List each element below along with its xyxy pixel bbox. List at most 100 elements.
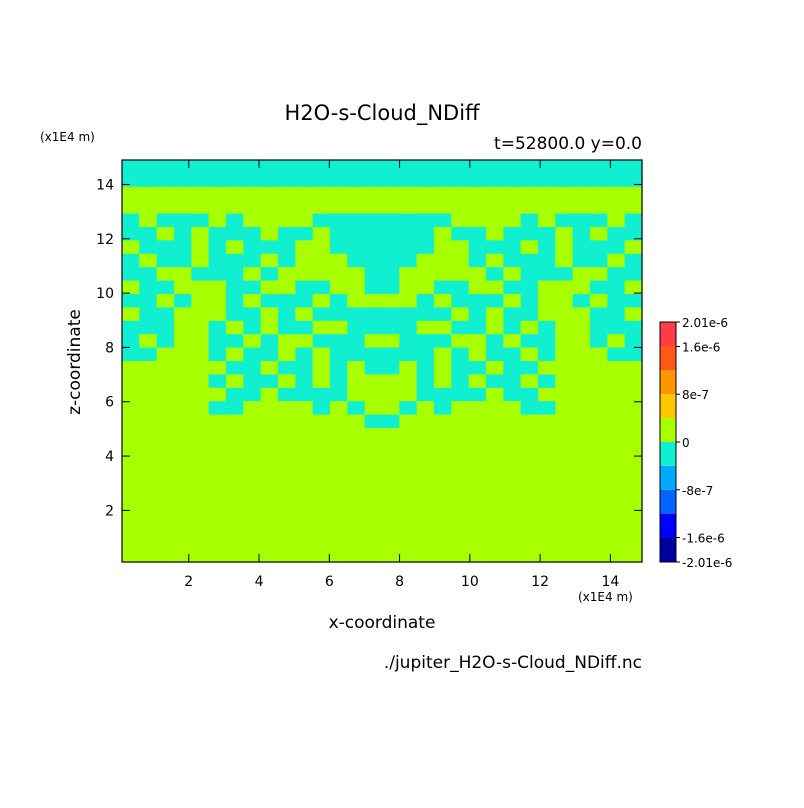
cell <box>139 186 158 201</box>
cell <box>226 240 244 255</box>
cell <box>572 468 591 483</box>
colorbar-band <box>660 513 676 538</box>
cell <box>330 160 348 174</box>
cell <box>243 280 262 295</box>
cell <box>572 361 591 375</box>
cell <box>451 213 470 228</box>
cell <box>503 294 522 308</box>
cell <box>624 294 643 308</box>
cell <box>607 548 626 563</box>
cell <box>260 186 279 201</box>
cell <box>399 334 418 349</box>
cell <box>330 428 348 442</box>
cell <box>520 441 539 456</box>
cell <box>295 508 314 523</box>
cell <box>503 401 522 416</box>
cell <box>156 240 175 255</box>
cell <box>451 334 470 349</box>
cell <box>538 227 556 241</box>
cell <box>191 347 210 362</box>
cell <box>486 468 504 483</box>
cell <box>468 535 487 550</box>
colorbar-band <box>660 418 676 442</box>
cell <box>174 160 192 174</box>
cell <box>555 334 574 349</box>
cell <box>278 227 296 241</box>
cell <box>226 428 244 442</box>
cell <box>503 200 522 215</box>
cell <box>226 253 244 268</box>
cell <box>364 535 383 550</box>
cell <box>156 267 175 282</box>
cell <box>538 441 556 456</box>
cell <box>451 240 470 255</box>
cell <box>226 441 244 456</box>
cell <box>468 213 487 228</box>
cell <box>278 280 296 295</box>
cell <box>312 548 331 563</box>
cell <box>156 334 175 349</box>
cell <box>624 508 643 523</box>
cell <box>451 200 470 215</box>
cell <box>347 307 366 322</box>
cell <box>503 334 522 349</box>
y-axis-label: z-coordinate <box>65 309 85 415</box>
cell <box>607 535 626 550</box>
cell <box>191 548 210 563</box>
cell <box>486 521 504 536</box>
cell <box>451 468 470 483</box>
cell <box>590 200 608 215</box>
cell <box>399 294 418 308</box>
cell <box>260 160 279 174</box>
cell <box>156 213 175 228</box>
cell <box>503 320 522 335</box>
cell <box>208 240 227 255</box>
cell <box>191 253 210 268</box>
cell <box>399 361 418 375</box>
cell <box>624 200 643 215</box>
cell <box>624 401 643 416</box>
cell <box>243 186 262 201</box>
cell <box>503 374 522 389</box>
cell <box>243 160 262 174</box>
cell <box>382 481 400 496</box>
cell <box>278 495 296 509</box>
cell <box>226 267 244 282</box>
cell <box>278 521 296 536</box>
cell <box>243 227 262 241</box>
cell <box>295 240 314 255</box>
cell <box>538 213 556 228</box>
cell <box>538 508 556 523</box>
cell <box>295 280 314 295</box>
cell <box>434 495 452 509</box>
cell <box>364 374 383 389</box>
cell <box>208 200 227 215</box>
colorbar-tick-label: -1.6e-6 <box>682 532 725 546</box>
cell <box>555 347 574 362</box>
cell <box>191 307 210 322</box>
cell <box>520 508 539 523</box>
cell <box>260 240 279 255</box>
cell <box>174 428 192 442</box>
cell <box>347 521 366 536</box>
cell <box>572 414 591 429</box>
cell <box>191 508 210 523</box>
cell <box>278 468 296 483</box>
cell <box>399 428 418 442</box>
x-tick-label: 10 <box>461 574 479 590</box>
cell <box>538 240 556 255</box>
cell <box>347 535 366 550</box>
cell <box>295 200 314 215</box>
cell <box>295 334 314 349</box>
cell <box>122 227 140 241</box>
cell <box>382 428 400 442</box>
cell <box>156 253 175 268</box>
cell <box>243 441 262 456</box>
cell <box>468 307 487 322</box>
cell <box>260 307 279 322</box>
cell <box>538 495 556 509</box>
cell <box>243 361 262 375</box>
cell <box>451 414 470 429</box>
cell <box>468 387 487 402</box>
cell <box>364 280 383 295</box>
